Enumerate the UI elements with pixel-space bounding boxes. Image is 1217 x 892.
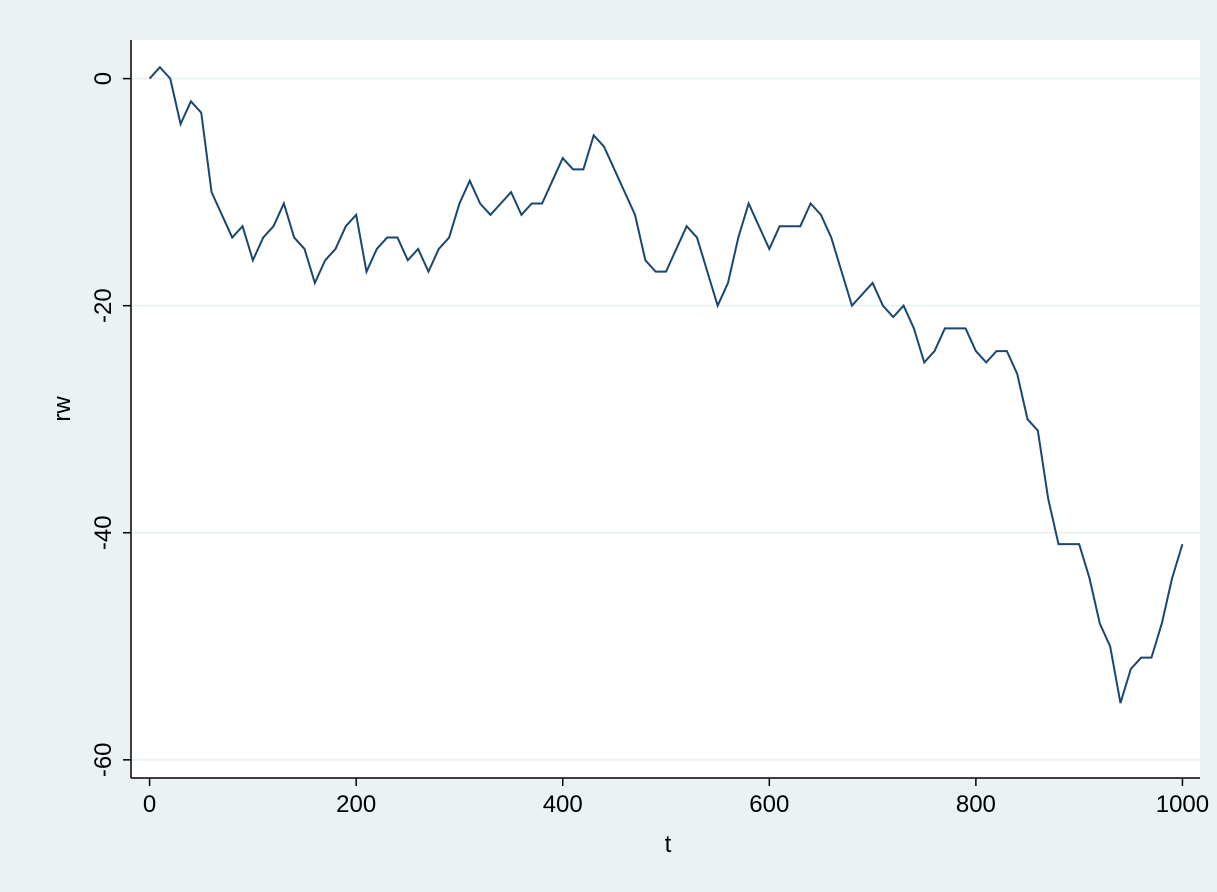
y-tick-label: -40 [90, 515, 117, 550]
y-tick-label: -60 [90, 742, 117, 777]
x-axis-label: t [665, 831, 672, 858]
x-tick-label: 200 [336, 791, 376, 818]
plot-area [131, 40, 1200, 778]
data-line [148, 65, 1184, 704]
x-tick-label: 1000 [1156, 791, 1209, 818]
x-tick-label: 600 [749, 791, 789, 818]
y-tick-label: -20 [90, 288, 117, 323]
x-tick-label: 400 [543, 791, 583, 818]
y-axis-label: rw [49, 396, 76, 422]
y-tick-label: 0 [90, 72, 117, 85]
x-tick-label: 0 [143, 791, 156, 818]
x-tick-label: 800 [956, 791, 996, 818]
